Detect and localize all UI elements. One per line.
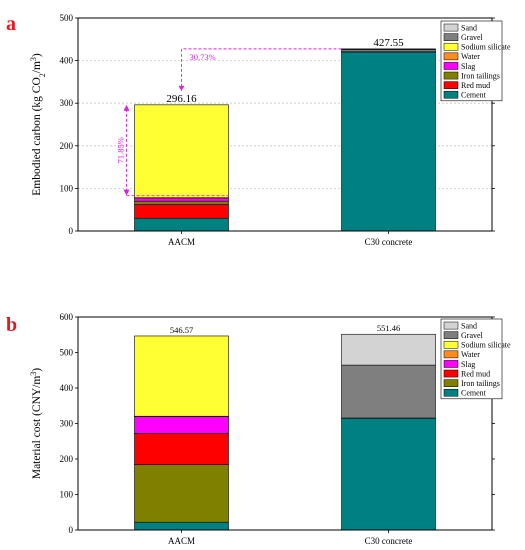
bar-c30-concrete-cement <box>341 417 436 531</box>
bar-c30-concrete-gravel <box>341 49 436 53</box>
legend-label-iron-tailings: Iron tailings <box>461 71 500 80</box>
legend-label-cement: Cement <box>461 389 487 398</box>
y-tick-label: 600 <box>60 312 74 322</box>
bar-c30-concrete-cement <box>341 51 436 232</box>
legend-swatch-sodium-silicate <box>443 42 459 51</box>
legend-label-slag: Slag <box>461 62 475 71</box>
annotation-arrowhead <box>123 104 130 111</box>
y-tick-label: 100 <box>60 183 74 193</box>
legend-label-water: Water <box>461 350 480 359</box>
legend-label-sand: Sand <box>461 321 477 330</box>
legend-label-sodium-silicate: Sodium silicate <box>461 43 511 52</box>
legend-swatch-sand <box>443 23 459 32</box>
total-label: 296.16 <box>166 93 197 105</box>
bar-aacm-red-mud <box>134 433 229 465</box>
y-tick-label: 200 <box>60 141 74 151</box>
y-tick-label: 500 <box>60 348 74 358</box>
legend-label-red-mud: Red mud <box>461 81 490 90</box>
total-label: 427.55 <box>373 37 404 49</box>
x-tick-label: AACM <box>168 237 195 247</box>
y-tick-label: 300 <box>60 419 74 429</box>
plot-frame <box>77 17 493 232</box>
legend-label-water: Water <box>461 52 480 61</box>
panel-letter: b <box>6 314 17 336</box>
legend-swatch-gravel <box>443 331 459 339</box>
legend-swatch-sand <box>443 321 459 330</box>
y-tick-label: 400 <box>60 383 74 393</box>
y-tick-label: 200 <box>60 454 74 464</box>
y-tick-label: 0 <box>69 525 74 535</box>
legend-label-gravel: Gravel <box>461 331 484 340</box>
bar-aacm-red-mud <box>134 204 229 219</box>
x-tick-label: AACM <box>168 536 195 546</box>
chart-panel-a: a 296.16 427.55 0 100 200 300 400 500 AACM C30 con… <box>6 13 511 247</box>
bar-aacm-sodium-silicate <box>134 104 229 199</box>
legend-swatch-water <box>443 350 459 359</box>
x-tick-label: C30 concrete <box>365 237 413 247</box>
annotation-text: 30.73% <box>190 52 216 62</box>
bar-aacm-iron-tailings <box>134 464 229 523</box>
legend-swatch-cement <box>443 90 459 99</box>
annotation-text: 71.85% <box>116 137 126 163</box>
y-tick-label: 300 <box>60 98 74 108</box>
x-tick-label: C30 concrete <box>365 536 413 546</box>
chart-panel-b: b 546.57 551.46 0 100 200 300 400 500 600 AACM C30 … <box>6 312 511 546</box>
legend-swatch-sodium-silicate <box>443 340 459 349</box>
bar-aacm-iron-tailings <box>134 200 229 205</box>
y-axis-title: Material cost (CNY/m3) <box>29 368 44 479</box>
bar-c30-concrete-gravel <box>341 364 436 419</box>
annotation-arrowhead <box>178 85 185 91</box>
legend-swatch-iron-tailings <box>443 71 459 80</box>
legend-swatch-cement <box>443 388 459 397</box>
legend-swatch-gravel <box>443 33 459 41</box>
legend-label-sodium-silicate: Sodium silicate <box>461 341 511 350</box>
legend-swatch-slag <box>443 360 459 368</box>
bar-aacm-slag <box>134 416 229 434</box>
legend-swatch-iron-tailings <box>443 379 459 387</box>
legend-swatch-slag <box>443 62 459 70</box>
bar-aacm-sodium-silicate <box>134 335 229 417</box>
legend-label-sand: Sand <box>461 23 477 32</box>
y-tick-label: 400 <box>60 56 74 66</box>
y-tick-label: 500 <box>60 13 74 23</box>
annotation-arrowhead <box>123 189 130 196</box>
total-label: 551.46 <box>377 323 400 333</box>
legend-label-cement: Cement <box>461 91 487 100</box>
legend-swatch-water <box>443 52 459 61</box>
y-tick-label: 0 <box>69 226 74 236</box>
legend-swatch-red-mud <box>443 81 459 89</box>
legend-label-iron-tailings: Iron tailings <box>461 379 500 388</box>
y-axis-title: Embodied carbon (kg CO2/m3) <box>29 53 47 196</box>
legend-label-red-mud: Red mud <box>461 369 490 378</box>
bar-aacm-cement <box>134 521 229 531</box>
legend-label-gravel: Gravel <box>461 33 484 42</box>
bar-c30-concrete-sand <box>341 48 436 50</box>
bar-aacm-cement <box>134 217 229 232</box>
y-tick-label: 100 <box>60 490 74 500</box>
bar-c30-concrete-sand <box>341 333 436 366</box>
legend-label-slag: Slag <box>461 360 475 369</box>
total-label: 546.57 <box>170 325 193 335</box>
legend-swatch-red-mud <box>443 369 459 378</box>
panel-letter: a <box>6 13 16 35</box>
